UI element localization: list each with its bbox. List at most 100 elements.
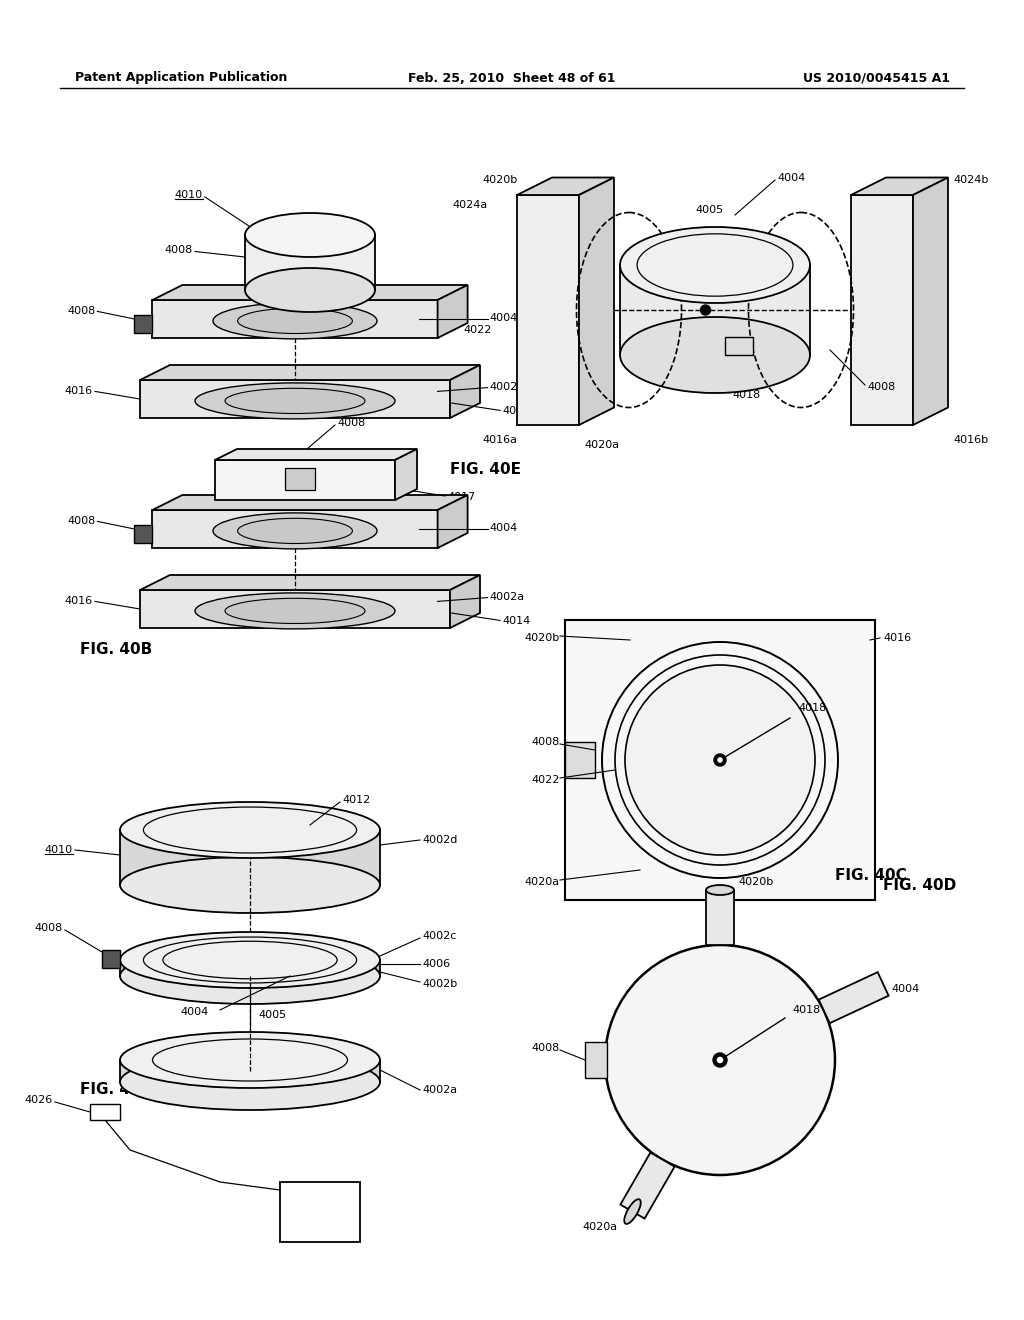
Text: 4010: 4010	[45, 845, 73, 855]
Text: 4004: 4004	[489, 523, 518, 533]
Polygon shape	[450, 366, 480, 418]
Text: 4006: 4006	[422, 960, 451, 969]
Polygon shape	[140, 576, 480, 590]
Polygon shape	[140, 380, 450, 418]
Text: 4020a: 4020a	[584, 440, 620, 450]
Text: 4018: 4018	[732, 389, 760, 400]
Text: 4004: 4004	[777, 173, 805, 183]
Ellipse shape	[120, 857, 380, 913]
Text: 4024a: 4024a	[452, 201, 487, 210]
Text: 4020a: 4020a	[583, 1221, 617, 1232]
Text: 4002a: 4002a	[489, 381, 524, 392]
Ellipse shape	[620, 317, 810, 393]
Text: 4008: 4008	[68, 306, 95, 315]
Text: 4005: 4005	[258, 1010, 286, 1020]
Circle shape	[717, 756, 724, 763]
Text: 4010: 4010	[175, 190, 203, 201]
Text: FIG. 40A: FIG. 40A	[80, 1082, 153, 1097]
Bar	[565, 742, 595, 777]
Ellipse shape	[225, 388, 365, 413]
Polygon shape	[913, 177, 948, 425]
Text: 4008: 4008	[337, 418, 366, 428]
Text: 4002c: 4002c	[422, 931, 457, 941]
Polygon shape	[153, 300, 437, 338]
Text: 4020b: 4020b	[524, 634, 560, 643]
Polygon shape	[215, 459, 395, 500]
Text: 4020b: 4020b	[738, 876, 773, 887]
Bar	[565, 620, 874, 900]
Text: 4018: 4018	[792, 1005, 820, 1015]
Text: 4005: 4005	[695, 205, 723, 215]
Text: 4014: 4014	[502, 616, 530, 626]
Ellipse shape	[213, 302, 377, 339]
Text: 4024b: 4024b	[953, 176, 988, 185]
Bar	[725, 337, 753, 355]
Text: 4016b: 4016b	[953, 436, 988, 445]
Text: 4008: 4008	[531, 737, 560, 747]
Polygon shape	[245, 235, 375, 290]
Bar	[102, 950, 120, 968]
Ellipse shape	[120, 948, 380, 1005]
Text: 4018: 4018	[798, 704, 826, 713]
Text: 4004: 4004	[180, 1007, 208, 1016]
Text: 4016: 4016	[65, 595, 93, 606]
Text: 4004: 4004	[891, 983, 920, 994]
Ellipse shape	[120, 803, 380, 858]
Polygon shape	[153, 495, 468, 510]
Text: 4008: 4008	[68, 516, 95, 525]
Ellipse shape	[245, 268, 375, 312]
Polygon shape	[819, 972, 889, 1023]
Ellipse shape	[120, 1032, 380, 1088]
Polygon shape	[120, 830, 380, 884]
Text: 4017: 4017	[447, 492, 475, 502]
Ellipse shape	[225, 598, 365, 623]
Text: 4014: 4014	[502, 407, 530, 416]
Text: 4002b: 4002b	[422, 979, 458, 989]
Ellipse shape	[238, 519, 352, 544]
Polygon shape	[120, 1060, 380, 1082]
Polygon shape	[706, 890, 734, 945]
Text: 4020b: 4020b	[482, 176, 517, 185]
Text: 4002a: 4002a	[422, 1085, 457, 1096]
Text: 4028: 4028	[306, 1206, 334, 1217]
Text: 4022: 4022	[464, 325, 492, 335]
Polygon shape	[620, 265, 810, 355]
Polygon shape	[851, 195, 913, 425]
Polygon shape	[437, 495, 468, 548]
Circle shape	[716, 1056, 724, 1064]
Text: US 2010/0045415 A1: US 2010/0045415 A1	[803, 71, 950, 84]
Text: 4016: 4016	[883, 634, 911, 643]
Polygon shape	[140, 590, 450, 628]
Text: 4026: 4026	[25, 1096, 53, 1105]
Bar	[134, 525, 153, 544]
Ellipse shape	[245, 213, 375, 257]
Text: FIG. 40D: FIG. 40D	[883, 878, 956, 892]
Ellipse shape	[195, 593, 395, 628]
Bar	[585, 1041, 607, 1078]
Text: FIG. 40C: FIG. 40C	[835, 867, 906, 883]
Text: FIG. 40B: FIG. 40B	[80, 643, 153, 657]
Ellipse shape	[620, 227, 810, 304]
Polygon shape	[621, 1152, 675, 1218]
Bar	[285, 469, 315, 490]
Circle shape	[625, 665, 815, 855]
Polygon shape	[120, 960, 380, 975]
Text: 4004: 4004	[489, 313, 518, 323]
Text: 4002d: 4002d	[422, 836, 458, 845]
Text: 4012: 4012	[342, 795, 371, 805]
Text: FIG. 40E: FIG. 40E	[450, 462, 521, 478]
Text: Feb. 25, 2010  Sheet 48 of 61: Feb. 25, 2010 Sheet 48 of 61	[409, 71, 615, 84]
Circle shape	[713, 1053, 727, 1067]
Polygon shape	[395, 449, 417, 500]
Polygon shape	[153, 510, 437, 548]
Ellipse shape	[120, 1053, 380, 1110]
Text: 4008: 4008	[35, 923, 63, 933]
Polygon shape	[153, 285, 468, 300]
Polygon shape	[215, 449, 417, 459]
Text: 4008: 4008	[165, 246, 193, 255]
Polygon shape	[140, 366, 480, 380]
Polygon shape	[579, 177, 614, 425]
Circle shape	[714, 754, 726, 766]
Ellipse shape	[213, 513, 377, 549]
Text: Patent Application Publication: Patent Application Publication	[75, 71, 288, 84]
